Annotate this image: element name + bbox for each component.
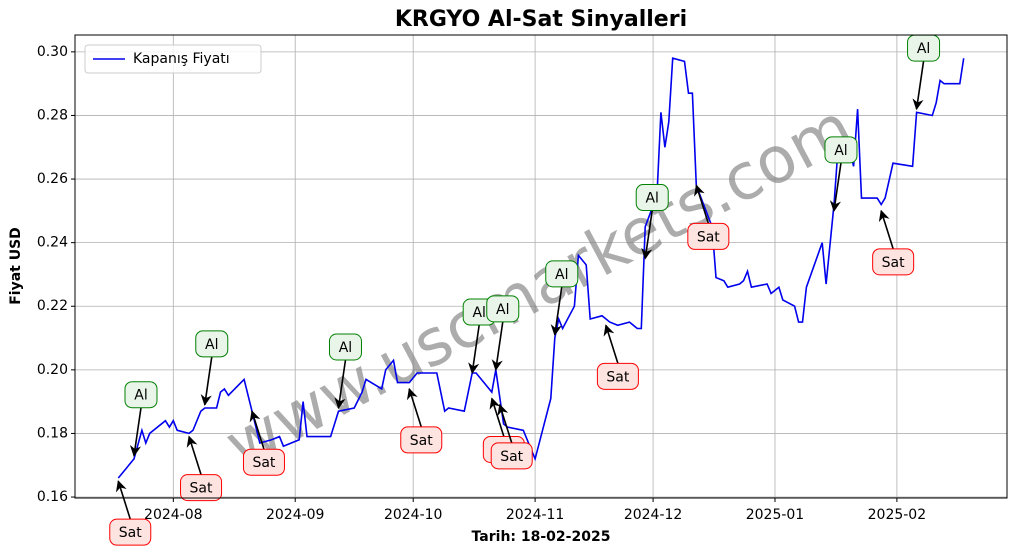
annotation-box: [124, 381, 158, 409]
annotation-label: Al: [555, 267, 568, 283]
x-axis-label: Tarih: 18-02-2025: [472, 529, 611, 545]
annotation-label: Al: [917, 41, 930, 57]
annotation-box: [242, 448, 285, 476]
annotation-arrow: [694, 184, 710, 224]
annotation-arrow: [115, 480, 132, 520]
annotation-box: [109, 518, 152, 546]
annotation-arrow: [603, 324, 619, 364]
plot-frame: [74, 34, 1008, 499]
annotation-label: Al: [205, 337, 218, 353]
annotation-label: Al: [472, 305, 485, 321]
y-tick-label: 0.28: [37, 107, 68, 123]
annotation-box: [180, 474, 223, 502]
annotation-arrow: [829, 162, 842, 212]
annotation-label: Sat: [410, 433, 433, 449]
legend-label: Kapanış Fiyatı: [133, 51, 230, 67]
annotation-box: [195, 330, 229, 358]
x-tick-label: 2024-10: [384, 507, 443, 523]
annotation-label: Al: [834, 143, 847, 159]
legend-box: [84, 44, 262, 74]
annotation-arrow: [912, 60, 925, 111]
annotation-box: [635, 184, 669, 212]
annotation-label: Sat: [882, 255, 905, 271]
annotation-arrow: [406, 387, 423, 428]
annotation-box: [872, 248, 915, 276]
annotation-label: Sat: [606, 369, 629, 385]
annotation-box: [824, 136, 858, 164]
annotation-arrow: [468, 324, 480, 375]
annotation-label: Al: [496, 302, 509, 318]
x-tick-label: 2025-01: [746, 507, 805, 523]
annotation-arrow: [878, 209, 894, 250]
annotation-box: [490, 442, 533, 470]
y-tick-label: 0.18: [37, 425, 68, 441]
annotation-arrow: [129, 407, 142, 457]
y-tick-label: 0.16: [37, 489, 68, 505]
annotation-arrow: [489, 397, 505, 437]
annotation-arrow: [497, 403, 513, 444]
annotation-box: [545, 260, 579, 288]
y-tick-label: 0.30: [37, 44, 68, 60]
y-tick-label: 0.22: [37, 298, 68, 314]
annotation-label: Sat: [500, 449, 523, 465]
annotation-box: [400, 426, 443, 454]
annotation-label: Sat: [252, 455, 275, 471]
y-axis-label: Fiyat USD: [8, 227, 24, 305]
annotation-box: [596, 362, 639, 390]
annotation-arrow: [641, 210, 654, 260]
x-tick-label: 2024-09: [266, 507, 325, 523]
annotation-box: [486, 295, 520, 323]
y-tick-label: 0.24: [37, 235, 68, 251]
annotation-arrow: [200, 356, 213, 406]
annotation-arrow: [334, 359, 347, 410]
watermark: www.uscmarkets.com: [214, 90, 865, 483]
chart-title: KRGYO Al-Sat Sinyalleri: [395, 7, 687, 32]
y-tick-label: 0.26: [37, 171, 68, 187]
annotation-box: [328, 333, 362, 361]
annotation-label: Al: [134, 388, 147, 404]
annotation-box: [687, 222, 730, 250]
annotation-label: Sat: [697, 229, 720, 245]
annotation-label: Al: [339, 340, 352, 356]
annotation-arrow: [249, 410, 265, 450]
annotation-arrow: [491, 321, 504, 371]
annotation-label: Al: [645, 191, 658, 207]
x-tick-label: 2025-02: [868, 507, 927, 523]
annotation-label: Sat: [190, 481, 213, 497]
annotation-arrow: [550, 286, 563, 336]
annotation-arrow: [186, 435, 202, 475]
annotation-label: Sat: [119, 525, 142, 541]
x-tick-label: 2024-11: [506, 507, 565, 523]
x-tick-label: 2024-08: [144, 507, 203, 523]
y-tick-label: 0.20: [37, 362, 68, 378]
x-tick-label: 2024-12: [624, 507, 683, 523]
